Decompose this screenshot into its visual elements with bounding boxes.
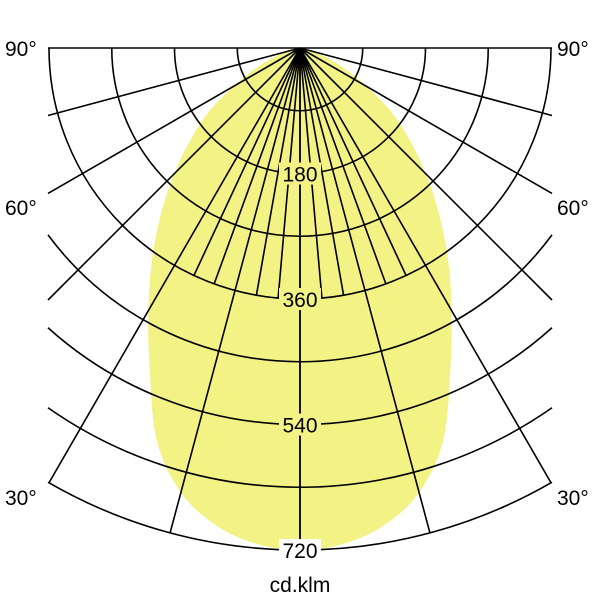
angle-label-left-60: 60° xyxy=(5,197,37,220)
radial-line xyxy=(169,47,301,534)
radial-line-minor xyxy=(193,47,301,276)
radial-tick-labels: 180 360 540 720 xyxy=(279,162,321,563)
radial-line-minor xyxy=(299,47,345,296)
angle-label-right-30: 30° xyxy=(557,487,589,510)
radial-line-minor xyxy=(299,47,407,276)
radial-line xyxy=(299,47,552,484)
angle-label-right-60: 60° xyxy=(557,197,589,220)
radial-line xyxy=(299,47,553,195)
angle-label-left-90: 90° xyxy=(5,38,37,61)
tick-label-backdrop xyxy=(279,413,321,436)
tick-label-backdrop xyxy=(279,162,321,185)
radial-line xyxy=(299,47,553,117)
unit-label: cd.klm xyxy=(270,574,331,597)
radial-line xyxy=(47,47,301,195)
radial-line xyxy=(47,47,301,117)
radial-line xyxy=(299,47,553,301)
radial-line xyxy=(48,47,301,484)
radial-line xyxy=(47,47,301,301)
radial-line xyxy=(299,47,431,534)
radial-tick-label: 720 xyxy=(282,540,317,563)
radial-tick-label: 180 xyxy=(282,164,317,187)
radial-line-minor xyxy=(255,47,301,296)
angle-label-right-90: 90° xyxy=(557,38,589,61)
radial-tick-label: 360 xyxy=(282,289,317,312)
radial-tick-label: 540 xyxy=(282,415,317,438)
tick-label-backdrop xyxy=(279,539,321,561)
tick-label-backdrop xyxy=(279,288,321,310)
radial-line-minor xyxy=(299,47,387,285)
angle-label-left-30: 30° xyxy=(5,487,37,510)
radial-line-minor xyxy=(213,47,301,285)
